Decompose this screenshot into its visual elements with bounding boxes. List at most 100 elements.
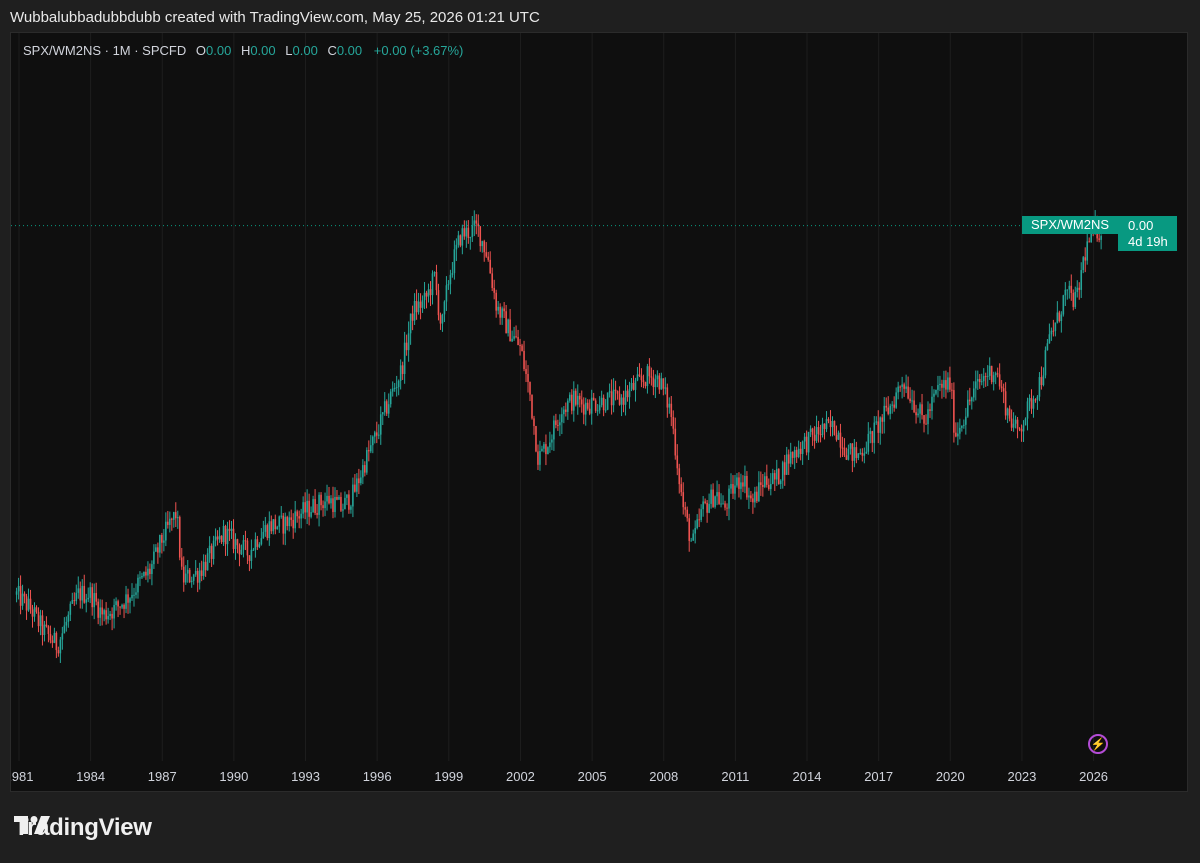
candle-body <box>903 384 905 389</box>
candle-body <box>282 515 285 534</box>
candle-body <box>527 373 529 382</box>
candle-body <box>368 450 370 452</box>
candle-body <box>403 342 406 374</box>
candle-body <box>823 423 826 430</box>
candle-body <box>69 603 72 615</box>
candle-body <box>481 241 484 247</box>
candle-body <box>443 301 446 315</box>
candle-body <box>222 525 225 543</box>
x-tick-label: 2011 <box>721 769 749 784</box>
candle-body <box>171 518 173 520</box>
candle-body <box>77 588 80 593</box>
candle-body <box>654 379 657 388</box>
candle-body <box>678 468 681 485</box>
candle-body <box>131 594 133 599</box>
candle-body <box>1100 236 1102 240</box>
candle-body <box>809 428 812 432</box>
candle-body <box>970 397 973 402</box>
candle-body <box>768 484 770 490</box>
candle-body <box>947 377 949 390</box>
candle-body <box>600 397 603 406</box>
candle-body <box>330 498 332 504</box>
candle-body <box>957 433 959 437</box>
candle-body <box>356 478 358 492</box>
bar-countdown: 4d 19h <box>1128 234 1168 249</box>
candle-body <box>945 380 947 390</box>
candle-body <box>389 391 392 405</box>
candle-body <box>766 476 768 485</box>
candle-body <box>734 485 736 494</box>
candle-body <box>101 607 103 615</box>
candle-body <box>531 394 533 419</box>
candle-body <box>57 650 60 654</box>
candle-body <box>612 389 615 406</box>
candle-body <box>133 594 135 596</box>
candle-body <box>479 226 482 247</box>
candle-body <box>409 313 412 334</box>
candle-body <box>379 414 382 435</box>
candle-body <box>622 397 625 405</box>
candle-body <box>503 308 505 312</box>
candle-body <box>304 502 306 513</box>
candle-body <box>811 428 814 435</box>
candle-body <box>161 535 163 543</box>
candle-body <box>565 409 567 412</box>
candle-body <box>889 405 891 414</box>
candle-body <box>294 511 296 529</box>
candle-body <box>226 528 229 545</box>
candle-body <box>463 228 466 237</box>
candle-body <box>95 593 97 602</box>
candle-body <box>797 448 800 457</box>
candle-body <box>748 495 750 498</box>
candle-body <box>750 495 752 499</box>
legend-low-label: L <box>285 43 293 58</box>
candle-body <box>224 525 227 545</box>
candle-body <box>47 626 50 634</box>
candle-body <box>1082 257 1085 271</box>
candle-body <box>65 621 68 626</box>
candle-body <box>915 412 917 416</box>
candle-body <box>264 525 267 532</box>
candle-body <box>742 482 744 487</box>
candle-body <box>901 384 903 387</box>
lightning-icon[interactable]: ⚡ <box>1088 734 1108 754</box>
price-chart[interactable]: 1981 1984 1987 1990 1993 1996 1999 2002 2005 2008… <box>11 33 1188 792</box>
candle-body <box>499 306 501 318</box>
candle-body <box>1032 399 1035 409</box>
candle-body <box>738 477 740 489</box>
legend-high-label: H <box>240 43 251 58</box>
candle-body <box>218 535 221 540</box>
candle-body <box>708 503 710 513</box>
candle-body <box>21 593 24 606</box>
candle-body <box>360 477 362 484</box>
candle-body <box>825 419 828 430</box>
candle-body <box>988 365 991 376</box>
candle-body <box>33 607 36 617</box>
x-tick-label: 2017 <box>864 769 893 784</box>
candle-body <box>383 401 386 413</box>
candle-body <box>799 448 802 454</box>
candle-body <box>348 494 350 510</box>
candle-body <box>352 484 354 507</box>
candle-body <box>781 462 784 481</box>
candle-body <box>582 404 585 415</box>
candle-body <box>322 505 324 509</box>
candle-body <box>288 517 291 527</box>
candle-body <box>163 540 165 543</box>
tradingview-logo[interactable]: TradingView <box>14 814 152 842</box>
candle-body <box>1088 241 1090 243</box>
candle-body <box>1028 398 1031 402</box>
candle-body <box>1046 343 1049 351</box>
candle-body <box>172 512 175 520</box>
candle-body <box>371 436 374 446</box>
candle-body <box>855 447 858 458</box>
candle-body <box>427 289 430 297</box>
legend-symbol[interactable]: SPX/WM2NS · 1M · SPCFD <box>23 43 187 58</box>
candle-body <box>1024 418 1027 426</box>
candle-body <box>461 228 464 246</box>
candle-body <box>401 365 404 374</box>
chart-panel[interactable]: 1981 1984 1987 1990 1993 1996 1999 2002 2005 2008… <box>10 32 1188 792</box>
candle-body <box>1062 295 1065 315</box>
candle-body <box>1078 287 1081 290</box>
candle-body <box>167 521 169 525</box>
